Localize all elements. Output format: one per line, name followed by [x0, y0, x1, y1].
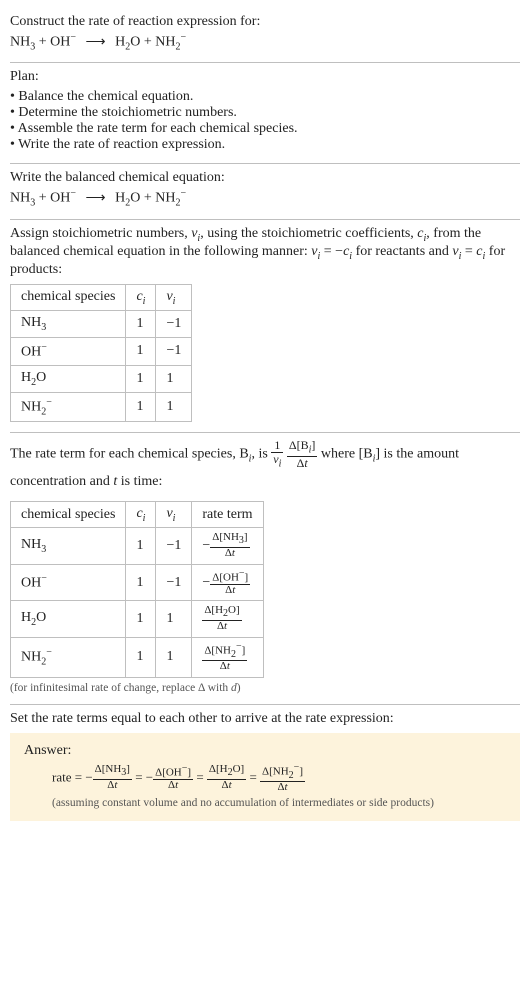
table-cell: Δ[NH2−]Δt: [192, 637, 263, 677]
table-cell: 1: [156, 601, 192, 637]
title-text: Construct the rate of reaction expressio…: [10, 14, 520, 30]
set-equal-text: Set the rate terms equal to each other t…: [10, 711, 520, 727]
balanced-equation: NH3 + OH− ⟶ H2O + NH2−: [10, 188, 520, 208]
table-cell: 1: [126, 601, 156, 637]
plan-list: Balance the chemical equation.Determine …: [10, 89, 520, 153]
plan-item: Assemble the rate term for each chemical…: [10, 121, 520, 137]
table-cell: 1: [126, 311, 156, 338]
table-header: chemical species: [11, 284, 126, 311]
table-cell: 1: [156, 365, 192, 392]
rate-term-text: The rate term for each chemical species,…: [10, 439, 520, 495]
table-cell: −1: [156, 338, 192, 366]
stoich-table: chemical speciesciνiNH31−1OH−1−1H2O11NH2…: [10, 284, 192, 423]
table-cell: Δ[H2O]Δt: [192, 601, 263, 637]
table-cell: −Δ[OH−]Δt: [192, 564, 263, 601]
rate-term-table: chemical speciesciνirate termNH31−1−Δ[NH…: [10, 501, 264, 678]
table-header: ci: [126, 284, 156, 311]
table-cell: NH3: [11, 528, 126, 564]
table-row: H2O11: [11, 365, 192, 392]
table-row: NH31−1−Δ[NH3]Δt: [11, 528, 264, 564]
table-cell: −1: [156, 564, 192, 601]
balanced-section: Write the balanced chemical equation: NH…: [10, 164, 520, 218]
plan-label: Plan:: [10, 69, 520, 85]
table-cell: NH2−: [11, 392, 126, 421]
table-cell: NH2−: [11, 637, 126, 677]
stoich-text: Assign stoichiometric numbers, νi, using…: [10, 226, 520, 278]
table-cell: −1: [156, 311, 192, 338]
table-header: rate term: [192, 501, 263, 528]
table-cell: −1: [156, 528, 192, 564]
table-cell: H2O: [11, 601, 126, 637]
table-header: ci: [126, 501, 156, 528]
table-cell: 1: [126, 365, 156, 392]
balanced-label: Write the balanced chemical equation:: [10, 170, 520, 186]
answer-section: Set the rate terms equal to each other t…: [10, 705, 520, 822]
table-cell: 1: [156, 637, 192, 677]
plan-section: Plan: Balance the chemical equation.Dete…: [10, 63, 520, 163]
table-row: NH2−11Δ[NH2−]Δt: [11, 637, 264, 677]
table-row: H2O11Δ[H2O]Δt: [11, 601, 264, 637]
table-cell: OH−: [11, 338, 126, 366]
answer-box: Answer: rate = −Δ[NH3]Δt = −Δ[OH−]Δt = Δ…: [10, 733, 520, 822]
table-header: νi: [156, 284, 192, 311]
table-cell: 1: [126, 637, 156, 677]
rate-term-section: The rate term for each chemical species,…: [10, 433, 520, 704]
title-section: Construct the rate of reaction expressio…: [10, 8, 520, 62]
table-row: OH−1−1−Δ[OH−]Δt: [11, 564, 264, 601]
stoich-section: Assign stoichiometric numbers, νi, using…: [10, 220, 520, 432]
table-cell: 1: [126, 528, 156, 564]
plan-item: Determine the stoichiometric numbers.: [10, 105, 520, 121]
answer-label: Answer:: [24, 743, 506, 759]
table-cell: OH−: [11, 564, 126, 601]
table-cell: 1: [126, 564, 156, 601]
table-cell: 1: [126, 338, 156, 366]
table-cell: NH3: [11, 311, 126, 338]
main-equation: NH3 + OH− ⟶ H2O + NH2−: [10, 32, 520, 52]
table-row: NH31−1: [11, 311, 192, 338]
answer-expression: rate = −Δ[NH3]Δt = −Δ[OH−]Δt = Δ[H2O]Δt …: [24, 763, 506, 794]
plan-item: Write the rate of reaction expression.: [10, 137, 520, 153]
infinitesimal-note: (for infinitesimal rate of change, repla…: [10, 682, 520, 694]
table-cell: 1: [126, 392, 156, 421]
table-header: νi: [156, 501, 192, 528]
table-row: OH−1−1: [11, 338, 192, 366]
answer-note: (assuming constant volume and no accumul…: [24, 797, 506, 809]
table-cell: 1: [156, 392, 192, 421]
table-cell: −Δ[NH3]Δt: [192, 528, 263, 564]
table-header: chemical species: [11, 501, 126, 528]
table-cell: H2O: [11, 365, 126, 392]
plan-item: Balance the chemical equation.: [10, 89, 520, 105]
table-row: NH2−11: [11, 392, 192, 421]
